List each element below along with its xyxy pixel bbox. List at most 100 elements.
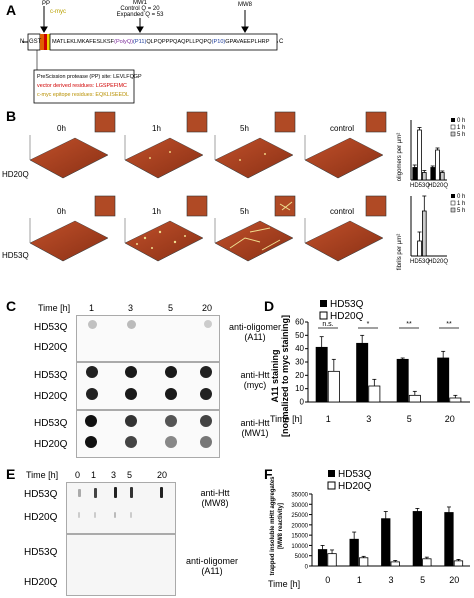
panel-e-label: E — [6, 466, 16, 482]
gst-label: GST — [29, 39, 42, 45]
bar — [430, 167, 435, 181]
fibril-ylabel: fibrils per μm² — [397, 234, 403, 270]
c-time-1: 1 — [89, 303, 95, 313]
sig-label: n.s. — [322, 321, 333, 328]
bar — [317, 549, 328, 567]
bar — [356, 342, 369, 403]
band-e4 — [130, 487, 133, 498]
band-e8 — [114, 512, 116, 518]
afm-hd53q-0h — [29, 218, 109, 262]
c-time-3: 3 — [128, 303, 134, 313]
legend-1h: 1 h — [457, 125, 465, 131]
afm-hd53q-1h — [124, 218, 204, 262]
col-control-1: control — [330, 124, 355, 133]
col-0h-1: 0h — [57, 124, 66, 133]
bar — [449, 397, 462, 403]
y-tick-label: 30000 — [291, 503, 308, 509]
y-tick-label: 15000 — [291, 534, 308, 540]
y-tick-label: 50 — [295, 331, 304, 340]
afm-images — [29, 111, 387, 262]
afm-hd53q-5h — [214, 218, 294, 262]
pp-site-box: PreScission protease (PP) site: LEVLFQGP… — [37, 73, 142, 100]
f-ylabel-2: [MW8 reactivity] — [278, 503, 284, 549]
bar — [359, 557, 369, 567]
f-legend-hd20q: HD20Q — [338, 481, 372, 492]
c-blot1-label: anti-oligomer (A11) — [228, 322, 282, 342]
bar — [368, 385, 381, 403]
bar — [440, 172, 445, 181]
legend-0h: 0 h — [457, 118, 465, 124]
x-tick-label: 5 — [407, 414, 412, 424]
sig-label: ** — [446, 321, 452, 328]
c-terminus: C — [279, 39, 284, 45]
afm-hd20q-1h — [124, 135, 204, 179]
row-hd53q: HD53Q — [2, 251, 29, 260]
inset-hd20q-1h — [186, 111, 208, 133]
panel-b-charts: oligomers per μm² fibrils per μm² HD53QH… — [397, 118, 465, 270]
bar — [349, 538, 359, 567]
x-tick-label: HD53Q — [410, 259, 430, 265]
e-row-4: HD20Q — [24, 577, 58, 588]
dot-c17 — [125, 436, 137, 448]
dot-c2 — [127, 320, 136, 329]
vector-residues-line: vector derived residues: LGSPEFIMC — [37, 83, 127, 89]
col-1h-2: 1h — [152, 207, 161, 216]
c-row-5: HD53Q — [34, 418, 68, 429]
y-tick-label: 10 — [295, 384, 304, 393]
bar — [390, 561, 400, 567]
mw8-label: MW8 — [238, 2, 252, 8]
bar — [453, 560, 464, 567]
x-tick-label: 5 — [420, 575, 425, 585]
legend-0h-b: 0 h — [457, 194, 465, 200]
expanded-q: Expanded Q = 53 — [116, 12, 164, 18]
inset-hd20q-control — [365, 111, 387, 133]
bar — [422, 558, 432, 567]
y-tick-label: 20 — [295, 371, 304, 380]
dot-c3 — [204, 320, 212, 328]
bar — [396, 358, 409, 403]
y-tick-label: 35000 — [291, 493, 308, 499]
c-time-label: Time [h] — [38, 303, 71, 313]
blot-e1 — [66, 482, 176, 534]
dot-c8 — [86, 388, 98, 400]
col-1h-1: 1h — [152, 124, 161, 133]
blot-c1 — [76, 315, 220, 362]
dot-c16 — [85, 436, 97, 448]
row-hd20q: HD20Q — [2, 170, 29, 179]
inset-hd53q-control — [365, 195, 387, 217]
control-q: Control Q = 20 — [120, 6, 160, 12]
e-time-label: Time [h] — [26, 470, 59, 480]
y-tick-label: 20000 — [291, 523, 308, 529]
sig-label: * — [367, 321, 370, 328]
e-time-3: 3 — [111, 470, 117, 480]
cmyc-label: c-myc — [50, 9, 66, 15]
y-tick-label: 40 — [295, 344, 304, 353]
bar — [327, 553, 337, 567]
e-time-0: 0 — [75, 470, 81, 480]
y-tick-label: 30 — [295, 358, 304, 367]
e-row-3: HD53Q — [24, 547, 58, 558]
d-legend: HD53Q HD20Q — [319, 299, 364, 322]
e-row-1: HD53Q — [24, 489, 58, 500]
panel-b-label: B — [6, 108, 17, 124]
x-tick-label: 1 — [326, 414, 331, 424]
bar — [437, 357, 450, 403]
bar — [417, 129, 422, 181]
band-e5 — [160, 487, 163, 498]
band-e2 — [94, 488, 97, 498]
c-row-4: HD20Q — [34, 391, 68, 402]
d-ylabel-2: [normalized to myc staining] — [280, 315, 290, 437]
e-blot2-label: anti-oligomer (A11) — [185, 556, 239, 576]
afm-hd20q-0h — [29, 135, 109, 179]
sig-label: ** — [406, 321, 412, 328]
oligomer-ylabel: oligomers per μm² — [397, 133, 403, 181]
dot-c15 — [200, 415, 212, 427]
bar — [327, 370, 340, 403]
d-time-label: Time [h] — [270, 414, 302, 424]
x-tick-label: 20 — [449, 575, 459, 585]
y-tick-label: 25000 — [291, 513, 308, 519]
x-tick-label: HD20Q — [428, 183, 448, 189]
dot-c12 — [85, 415, 97, 427]
bar — [417, 240, 422, 257]
